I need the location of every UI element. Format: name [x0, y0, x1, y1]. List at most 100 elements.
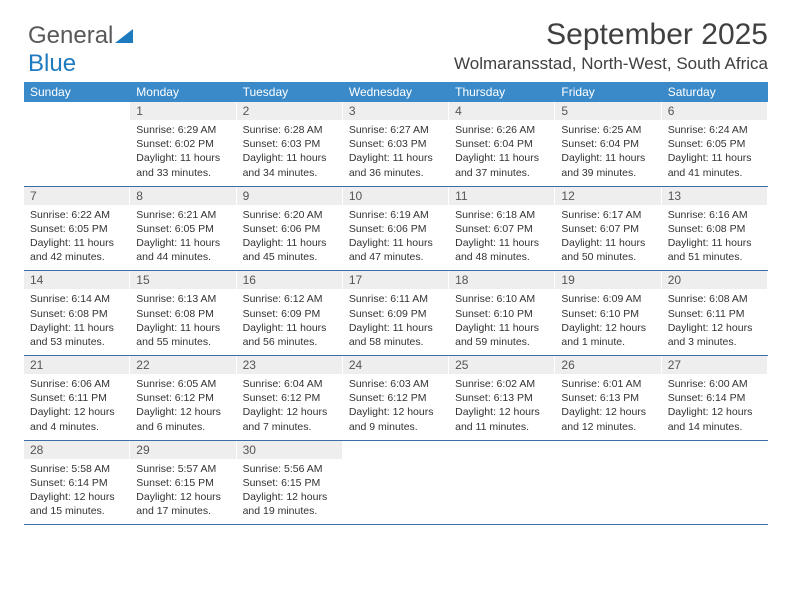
calendar-cell: 30Sunrise: 5:56 AMSunset: 6:15 PMDayligh… [237, 440, 343, 525]
day-info: Sunrise: 6:01 AMSunset: 6:13 PMDaylight:… [555, 374, 661, 440]
day-number: 7 [24, 187, 130, 205]
day-number: 21 [24, 356, 130, 374]
brand-word1: General [28, 22, 113, 49]
weekday-header: Wednesday [343, 82, 449, 102]
day-number: 29 [130, 441, 236, 459]
calendar-cell: 12Sunrise: 6:17 AMSunset: 6:07 PMDayligh… [555, 186, 661, 271]
day-info: Sunrise: 6:28 AMSunset: 6:03 PMDaylight:… [237, 120, 343, 186]
day-number: 2 [237, 102, 343, 120]
calendar-cell [449, 440, 555, 525]
day-info: Sunrise: 6:11 AMSunset: 6:09 PMDaylight:… [343, 289, 449, 355]
calendar-row: 14Sunrise: 6:14 AMSunset: 6:08 PMDayligh… [24, 271, 768, 356]
day-info: Sunrise: 5:57 AMSunset: 6:15 PMDaylight:… [130, 459, 236, 525]
calendar-cell [555, 440, 661, 525]
title-block: September 2025 Wolmaransstad, North-West… [24, 18, 768, 74]
calendar-cell: 6Sunrise: 6:24 AMSunset: 6:05 PMDaylight… [662, 102, 768, 186]
day-number: 15 [130, 271, 236, 289]
month-title: September 2025 [24, 18, 768, 52]
day-info: Sunrise: 6:22 AMSunset: 6:05 PMDaylight:… [24, 205, 130, 271]
calendar-cell: 11Sunrise: 6:18 AMSunset: 6:07 PMDayligh… [449, 186, 555, 271]
calendar-cell: 4Sunrise: 6:26 AMSunset: 6:04 PMDaylight… [449, 102, 555, 186]
calendar-cell: 21Sunrise: 6:06 AMSunset: 6:11 PMDayligh… [24, 356, 130, 441]
day-number: 9 [237, 187, 343, 205]
calendar-cell: 24Sunrise: 6:03 AMSunset: 6:12 PMDayligh… [343, 356, 449, 441]
calendar-row: 28Sunrise: 5:58 AMSunset: 6:14 PMDayligh… [24, 440, 768, 525]
day-number: 11 [449, 187, 555, 205]
calendar-cell: 3Sunrise: 6:27 AMSunset: 6:03 PMDaylight… [343, 102, 449, 186]
day-info: Sunrise: 6:12 AMSunset: 6:09 PMDaylight:… [237, 289, 343, 355]
day-number: 4 [449, 102, 555, 120]
calendar-cell: 8Sunrise: 6:21 AMSunset: 6:05 PMDaylight… [130, 186, 236, 271]
day-number: 22 [130, 356, 236, 374]
calendar-cell: 28Sunrise: 5:58 AMSunset: 6:14 PMDayligh… [24, 440, 130, 525]
day-info: Sunrise: 5:56 AMSunset: 6:15 PMDaylight:… [237, 459, 343, 525]
day-info: Sunrise: 6:19 AMSunset: 6:06 PMDaylight:… [343, 205, 449, 271]
calendar-cell: 5Sunrise: 6:25 AMSunset: 6:04 PMDaylight… [555, 102, 661, 186]
day-info: Sunrise: 6:21 AMSunset: 6:05 PMDaylight:… [130, 205, 236, 271]
calendar-cell: 1Sunrise: 6:29 AMSunset: 6:02 PMDaylight… [130, 102, 236, 186]
calendar-body: 1Sunrise: 6:29 AMSunset: 6:02 PMDaylight… [24, 102, 768, 525]
calendar-cell: 25Sunrise: 6:02 AMSunset: 6:13 PMDayligh… [449, 356, 555, 441]
day-number: 28 [24, 441, 130, 459]
day-number: 12 [555, 187, 661, 205]
calendar-cell: 19Sunrise: 6:09 AMSunset: 6:10 PMDayligh… [555, 271, 661, 356]
day-number: 6 [662, 102, 768, 120]
calendar-cell: 10Sunrise: 6:19 AMSunset: 6:06 PMDayligh… [343, 186, 449, 271]
day-info: Sunrise: 6:08 AMSunset: 6:11 PMDaylight:… [662, 289, 768, 355]
day-number: 8 [130, 187, 236, 205]
day-number: 14 [24, 271, 130, 289]
calendar-cell: 22Sunrise: 6:05 AMSunset: 6:12 PMDayligh… [130, 356, 236, 441]
day-number: 1 [130, 102, 236, 120]
calendar-cell: 29Sunrise: 5:57 AMSunset: 6:15 PMDayligh… [130, 440, 236, 525]
day-info: Sunrise: 6:17 AMSunset: 6:07 PMDaylight:… [555, 205, 661, 271]
calendar-cell: 14Sunrise: 6:14 AMSunset: 6:08 PMDayligh… [24, 271, 130, 356]
calendar-cell: 9Sunrise: 6:20 AMSunset: 6:06 PMDaylight… [237, 186, 343, 271]
calendar-cell: 20Sunrise: 6:08 AMSunset: 6:11 PMDayligh… [662, 271, 768, 356]
day-info: Sunrise: 6:25 AMSunset: 6:04 PMDaylight:… [555, 120, 661, 186]
weekday-header: Saturday [662, 82, 768, 102]
calendar-cell: 16Sunrise: 6:12 AMSunset: 6:09 PMDayligh… [237, 271, 343, 356]
day-number: 17 [343, 271, 449, 289]
weekday-header: Thursday [449, 82, 555, 102]
day-number: 5 [555, 102, 661, 120]
day-info: Sunrise: 6:18 AMSunset: 6:07 PMDaylight:… [449, 205, 555, 271]
day-number: 26 [555, 356, 661, 374]
day-info: Sunrise: 6:05 AMSunset: 6:12 PMDaylight:… [130, 374, 236, 440]
day-info: Sunrise: 6:16 AMSunset: 6:08 PMDaylight:… [662, 205, 768, 271]
calendar-row: 7Sunrise: 6:22 AMSunset: 6:05 PMDaylight… [24, 186, 768, 271]
day-number: 3 [343, 102, 449, 120]
day-number: 19 [555, 271, 661, 289]
location: Wolmaransstad, North-West, South Africa [24, 54, 768, 74]
day-info: Sunrise: 6:03 AMSunset: 6:12 PMDaylight:… [343, 374, 449, 440]
weekday-header: Friday [555, 82, 661, 102]
calendar-cell: 13Sunrise: 6:16 AMSunset: 6:08 PMDayligh… [662, 186, 768, 271]
day-info: Sunrise: 5:58 AMSunset: 6:14 PMDaylight:… [24, 459, 130, 525]
calendar-cell: 2Sunrise: 6:28 AMSunset: 6:03 PMDaylight… [237, 102, 343, 186]
calendar-cell: 17Sunrise: 6:11 AMSunset: 6:09 PMDayligh… [343, 271, 449, 356]
weekday-header: Sunday [24, 82, 130, 102]
day-info: Sunrise: 6:14 AMSunset: 6:08 PMDaylight:… [24, 289, 130, 355]
calendar-cell: 18Sunrise: 6:10 AMSunset: 6:10 PMDayligh… [449, 271, 555, 356]
day-info: Sunrise: 6:00 AMSunset: 6:14 PMDaylight:… [662, 374, 768, 440]
day-number: 30 [237, 441, 343, 459]
day-info: Sunrise: 6:24 AMSunset: 6:05 PMDaylight:… [662, 120, 768, 186]
day-number: 18 [449, 271, 555, 289]
day-info: Sunrise: 6:02 AMSunset: 6:13 PMDaylight:… [449, 374, 555, 440]
day-info: Sunrise: 6:27 AMSunset: 6:03 PMDaylight:… [343, 120, 449, 186]
day-number: 13 [662, 187, 768, 205]
day-number: 27 [662, 356, 768, 374]
calendar-table: SundayMondayTuesdayWednesdayThursdayFrid… [24, 82, 768, 525]
day-number: 16 [237, 271, 343, 289]
day-number: 23 [237, 356, 343, 374]
calendar-cell [662, 440, 768, 525]
weekday-header: Tuesday [237, 82, 343, 102]
weekday-header: Monday [130, 82, 236, 102]
brand-word2: Blue [28, 50, 76, 77]
calendar-cell: 15Sunrise: 6:13 AMSunset: 6:08 PMDayligh… [130, 271, 236, 356]
calendar-cell [343, 440, 449, 525]
day-number: 10 [343, 187, 449, 205]
day-number: 20 [662, 271, 768, 289]
day-info: Sunrise: 6:10 AMSunset: 6:10 PMDaylight:… [449, 289, 555, 355]
day-info: Sunrise: 6:29 AMSunset: 6:02 PMDaylight:… [130, 120, 236, 186]
day-info: Sunrise: 6:04 AMSunset: 6:12 PMDaylight:… [237, 374, 343, 440]
